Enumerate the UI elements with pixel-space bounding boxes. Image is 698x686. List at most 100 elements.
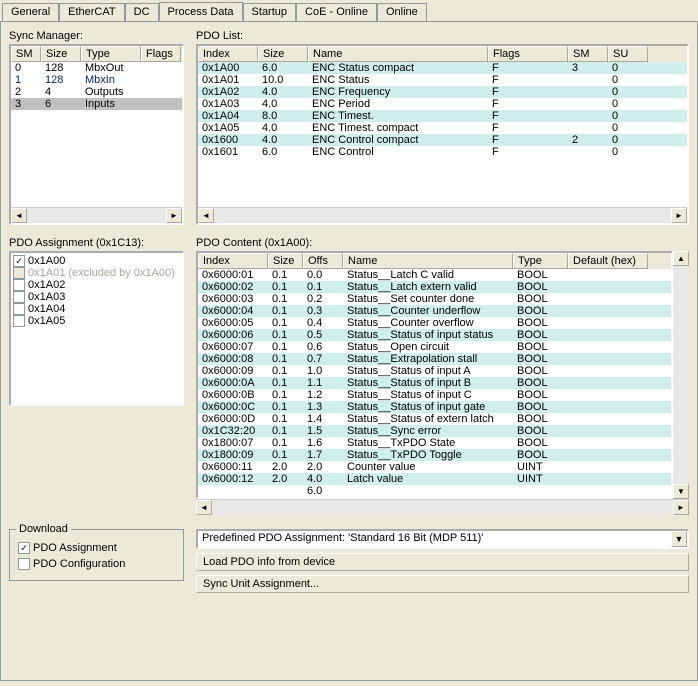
- table-row[interactable]: 0x6000:112.02.0Counter valueUINT: [198, 461, 671, 473]
- table-row[interactable]: 0x1C32:200.11.5Status__Sync errorBOOL: [198, 425, 671, 437]
- sync-unit-button[interactable]: Sync Unit Assignment...: [196, 575, 689, 593]
- table-row[interactable]: 0x6000:0C0.11.3Status__Status of input g…: [198, 401, 671, 413]
- column-header[interactable]: Name: [308, 46, 488, 62]
- table-cell: 2: [568, 134, 608, 146]
- table-cell: [568, 122, 608, 134]
- table-row[interactable]: 0x6000:0B0.11.2Status__Status of input C…: [198, 389, 671, 401]
- column-header[interactable]: Index: [198, 46, 258, 62]
- sync-manager-hscroll[interactable]: ◄ ►: [11, 207, 182, 223]
- scroll-right-icon[interactable]: ►: [671, 208, 687, 223]
- table-row[interactable]: 0x16016.0ENC ControlF0: [198, 146, 687, 158]
- table-row[interactable]: 0x6000:010.10.0Status__Latch C validBOOL: [198, 269, 671, 281]
- column-header[interactable]: Offs: [303, 253, 343, 269]
- table-row[interactable]: 0x6000:122.04.0Latch valueUINT: [198, 473, 671, 485]
- table-row[interactable]: 0128MbxOut: [11, 62, 182, 74]
- table-cell: 0: [608, 134, 648, 146]
- table-row[interactable]: 6.0: [198, 485, 671, 497]
- column-header[interactable]: Type: [513, 253, 568, 269]
- scroll-left-icon[interactable]: ◄: [11, 208, 27, 223]
- tab-general[interactable]: General: [2, 3, 59, 22]
- column-header[interactable]: Default (hex): [568, 253, 648, 269]
- table-row[interactable]: 0x1800:090.11.7Status__TxPDO ToggleBOOL: [198, 449, 671, 461]
- checkbox-icon[interactable]: ✓: [13, 255, 25, 267]
- pdo-assignment-item[interactable]: 0x1A02: [13, 279, 180, 291]
- table-cell: 2.0: [268, 473, 303, 485]
- tab-dc[interactable]: DC: [125, 3, 159, 22]
- column-header[interactable]: SM: [11, 46, 41, 62]
- checkbox-icon[interactable]: [13, 279, 25, 291]
- table-row[interactable]: 0x1A006.0ENC Status compactF30: [198, 62, 687, 74]
- table-cell: [198, 485, 268, 497]
- table-row[interactable]: 0x6000:090.11.0Status__Status of input A…: [198, 365, 671, 377]
- column-header[interactable]: Flags: [488, 46, 568, 62]
- table-row[interactable]: 0x6000:050.10.4Status__Counter overflowB…: [198, 317, 671, 329]
- pdo-assignment-item[interactable]: ✓0x1A00: [13, 255, 180, 267]
- column-header[interactable]: Size: [268, 253, 303, 269]
- checkbox-icon[interactable]: [18, 558, 30, 570]
- tab-startup[interactable]: Startup: [243, 3, 296, 22]
- pdo-content-hscroll[interactable]: ◄ ►: [196, 499, 689, 515]
- table-row[interactable]: 0x1A054.0ENC Timest. compactF0: [198, 122, 687, 134]
- table-row[interactable]: 36Inputs: [11, 98, 182, 110]
- tab-online[interactable]: Online: [377, 3, 427, 22]
- table-row[interactable]: 0x6000:040.10.3Status__Counter underflow…: [198, 305, 671, 317]
- table-cell: 0x1A05: [198, 122, 258, 134]
- tab-process-data[interactable]: Process Data: [159, 2, 243, 21]
- table-cell: [568, 86, 608, 98]
- table-cell: 0: [608, 122, 648, 134]
- table-cell: [568, 146, 608, 158]
- pdo-assignment-list: ✓0x1A000x1A01 (excluded by 0x1A00)0x1A02…: [9, 251, 184, 406]
- column-header[interactable]: Size: [41, 46, 81, 62]
- predefined-pdo-dropdown[interactable]: Predefined PDO Assignment: 'Standard 16 …: [196, 529, 689, 549]
- scroll-up-icon[interactable]: ▲: [673, 251, 689, 266]
- column-header[interactable]: Index: [198, 253, 268, 269]
- tab-coe-online[interactable]: CoE - Online: [296, 3, 377, 22]
- table-row[interactable]: 0x6000:070.10.6Status__Open circuitBOOL: [198, 341, 671, 353]
- scroll-right-icon[interactable]: ►: [673, 500, 689, 515]
- table-row[interactable]: 0x1800:070.11.6Status__TxPDO StateBOOL: [198, 437, 671, 449]
- pdo-assignment-item[interactable]: 0x1A05: [13, 315, 180, 327]
- scroll-left-icon[interactable]: ◄: [196, 500, 212, 515]
- table-row[interactable]: 0x1A034.0ENC PeriodF0: [198, 98, 687, 110]
- scroll-right-icon[interactable]: ►: [166, 208, 182, 223]
- pdo-assignment-item[interactable]: 0x1A04: [13, 303, 180, 315]
- table-row[interactable]: 24Outputs: [11, 86, 182, 98]
- tab-ethercat[interactable]: EtherCAT: [59, 3, 124, 22]
- checkbox-icon[interactable]: [13, 291, 25, 303]
- table-row[interactable]: 0x6000:0A0.11.1Status__Status of input B…: [198, 377, 671, 389]
- column-header[interactable]: Flags: [141, 46, 181, 62]
- table-cell: [568, 377, 648, 389]
- column-header[interactable]: Type: [81, 46, 141, 62]
- chevron-down-icon[interactable]: ▼: [671, 531, 687, 547]
- scroll-left-icon[interactable]: ◄: [198, 208, 214, 223]
- download-check[interactable]: PDO Configuration: [18, 556, 175, 572]
- checkbox-icon[interactable]: [13, 315, 25, 327]
- table-row[interactable]: 0x16004.0ENC Control compactF20: [198, 134, 687, 146]
- column-header[interactable]: Size: [258, 46, 308, 62]
- table-row[interactable]: 0x1A0110.0ENC StatusF0: [198, 74, 687, 86]
- table-cell: 0x1C32:20: [198, 425, 268, 437]
- table-row[interactable]: 0x6000:060.10.5Status__Status of input s…: [198, 329, 671, 341]
- checkbox-icon[interactable]: ✓: [18, 542, 30, 554]
- checkbox-icon[interactable]: [13, 303, 25, 315]
- load-pdo-button[interactable]: Load PDO info from device: [196, 553, 689, 571]
- table-row[interactable]: 0x6000:020.10.1Status__Latch extern vali…: [198, 281, 671, 293]
- table-cell: 0x1601: [198, 146, 258, 158]
- column-header[interactable]: Name: [343, 253, 513, 269]
- table-row[interactable]: 0x6000:030.10.2Status__Set counter doneB…: [198, 293, 671, 305]
- column-header[interactable]: SU: [608, 46, 648, 62]
- pdo-content-vscroll[interactable]: ▲ ▼: [673, 251, 689, 499]
- table-cell: 0x6000:0A: [198, 377, 268, 389]
- table-row[interactable]: 0x1A048.0ENC Timest.F0: [198, 110, 687, 122]
- scroll-down-icon[interactable]: ▼: [673, 484, 689, 499]
- table-row[interactable]: 1128MbxIn: [11, 74, 182, 86]
- table-row[interactable]: 0x6000:0D0.11.4Status__Status of extern …: [198, 413, 671, 425]
- pdo-list-hscroll[interactable]: ◄ ►: [198, 207, 687, 223]
- download-check[interactable]: ✓PDO Assignment: [18, 540, 175, 556]
- table-row[interactable]: 0x1A024.0ENC FrequencyF0: [198, 86, 687, 98]
- table-cell: F: [488, 62, 568, 74]
- column-header[interactable]: SM: [568, 46, 608, 62]
- table-cell: Status__Status of extern latch: [343, 413, 513, 425]
- table-row[interactable]: 0x6000:080.10.7Status__Extrapolation sta…: [198, 353, 671, 365]
- pdo-assignment-item[interactable]: 0x1A03: [13, 291, 180, 303]
